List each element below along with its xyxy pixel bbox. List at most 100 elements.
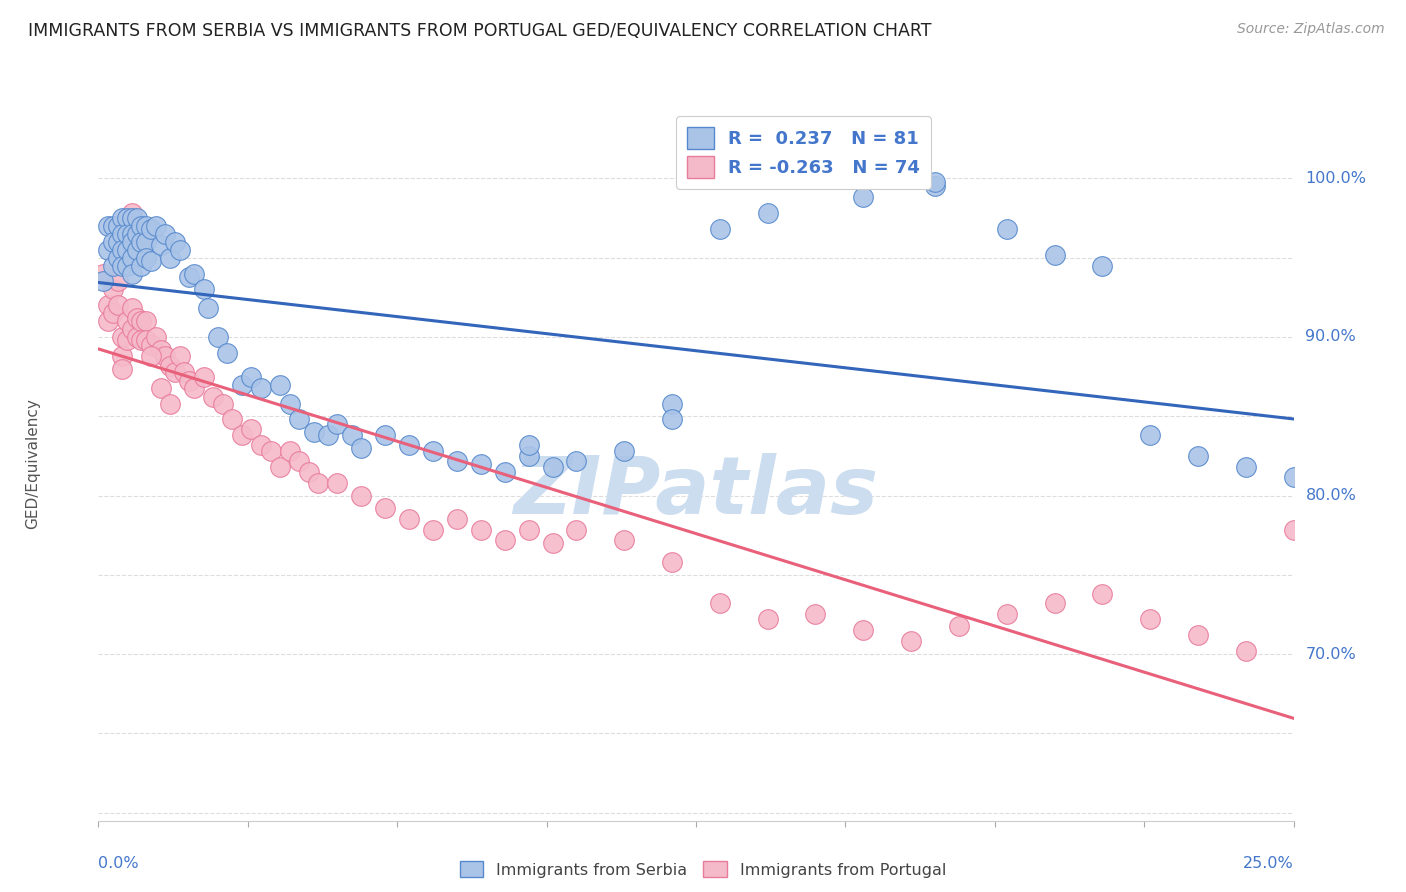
Point: [145, 330, 167, 344]
Point: [1043, 247, 1066, 261]
Point: [1139, 428, 1161, 442]
Point: [1234, 460, 1257, 475]
Point: [709, 596, 731, 610]
Point: [240, 369, 263, 384]
Point: [250, 438, 273, 452]
Point: [107, 298, 129, 312]
Point: [97, 243, 120, 257]
Point: [446, 512, 468, 526]
Point: [163, 235, 186, 249]
Point: [1282, 524, 1305, 538]
Point: [517, 449, 540, 463]
Point: [217, 346, 239, 360]
Point: [149, 343, 172, 357]
Point: [111, 211, 134, 225]
Point: [91, 275, 114, 289]
Point: [107, 235, 129, 249]
Point: [661, 555, 683, 569]
Point: [111, 259, 134, 273]
Point: [231, 377, 253, 392]
Point: [131, 235, 153, 249]
Point: [97, 314, 120, 328]
Point: [121, 267, 143, 281]
Point: [121, 206, 143, 220]
Point: [121, 227, 143, 241]
Point: [250, 381, 273, 395]
Point: [139, 349, 162, 363]
Point: [211, 396, 233, 410]
Point: [565, 524, 588, 538]
Point: [470, 524, 492, 538]
Point: [125, 227, 148, 241]
Point: [115, 259, 138, 273]
Point: [565, 453, 588, 467]
Point: [541, 536, 564, 550]
Point: [131, 314, 153, 328]
Point: [121, 251, 143, 265]
Point: [131, 238, 153, 252]
Point: [302, 425, 325, 439]
Point: [1234, 644, 1257, 658]
Point: [115, 211, 138, 225]
Point: [374, 501, 396, 516]
Point: [326, 475, 349, 490]
Point: [101, 306, 124, 320]
Point: [135, 219, 157, 233]
Point: [1187, 449, 1209, 463]
Text: 100.0%: 100.0%: [1305, 171, 1367, 186]
Point: [125, 310, 148, 325]
Point: [709, 222, 731, 236]
Point: [121, 301, 143, 316]
Point: [107, 251, 129, 265]
Point: [135, 333, 157, 347]
Point: [169, 243, 191, 257]
Point: [613, 533, 636, 547]
Point: [661, 396, 683, 410]
Point: [316, 428, 339, 442]
Point: [115, 243, 138, 257]
Point: [139, 222, 162, 236]
Point: [173, 365, 195, 379]
Point: [97, 298, 120, 312]
Point: [107, 275, 129, 289]
Text: 70.0%: 70.0%: [1305, 647, 1357, 662]
Point: [197, 301, 219, 316]
Point: [101, 259, 124, 273]
Point: [1187, 628, 1209, 642]
Point: [756, 612, 779, 626]
Legend: R =  0.237   N = 81, R = -0.263   N = 74: R = 0.237 N = 81, R = -0.263 N = 74: [676, 116, 931, 189]
Point: [111, 349, 134, 363]
Point: [422, 444, 444, 458]
Point: [852, 624, 875, 638]
Point: [1043, 596, 1066, 610]
Legend: Immigrants from Serbia, Immigrants from Portugal: Immigrants from Serbia, Immigrants from …: [453, 855, 953, 884]
Point: [111, 361, 134, 376]
Point: [541, 460, 564, 475]
Point: [125, 243, 148, 257]
Point: [995, 607, 1018, 622]
Point: [101, 219, 124, 233]
Point: [179, 375, 201, 389]
Point: [155, 349, 177, 363]
Point: [193, 282, 215, 296]
Point: [135, 251, 157, 265]
Point: [1091, 259, 1114, 273]
Point: [298, 465, 321, 479]
Point: [288, 412, 311, 426]
Point: [183, 381, 205, 395]
Point: [288, 453, 311, 467]
Point: [326, 417, 349, 432]
Point: [350, 489, 373, 503]
Point: [494, 533, 516, 547]
Point: [340, 428, 363, 442]
Point: [135, 314, 157, 328]
Point: [131, 259, 153, 273]
Point: [97, 219, 120, 233]
Point: [398, 438, 420, 452]
Point: [278, 396, 301, 410]
Point: [107, 219, 129, 233]
Point: [111, 243, 134, 257]
Point: [101, 282, 124, 296]
Point: [202, 390, 225, 404]
Point: [131, 219, 153, 233]
